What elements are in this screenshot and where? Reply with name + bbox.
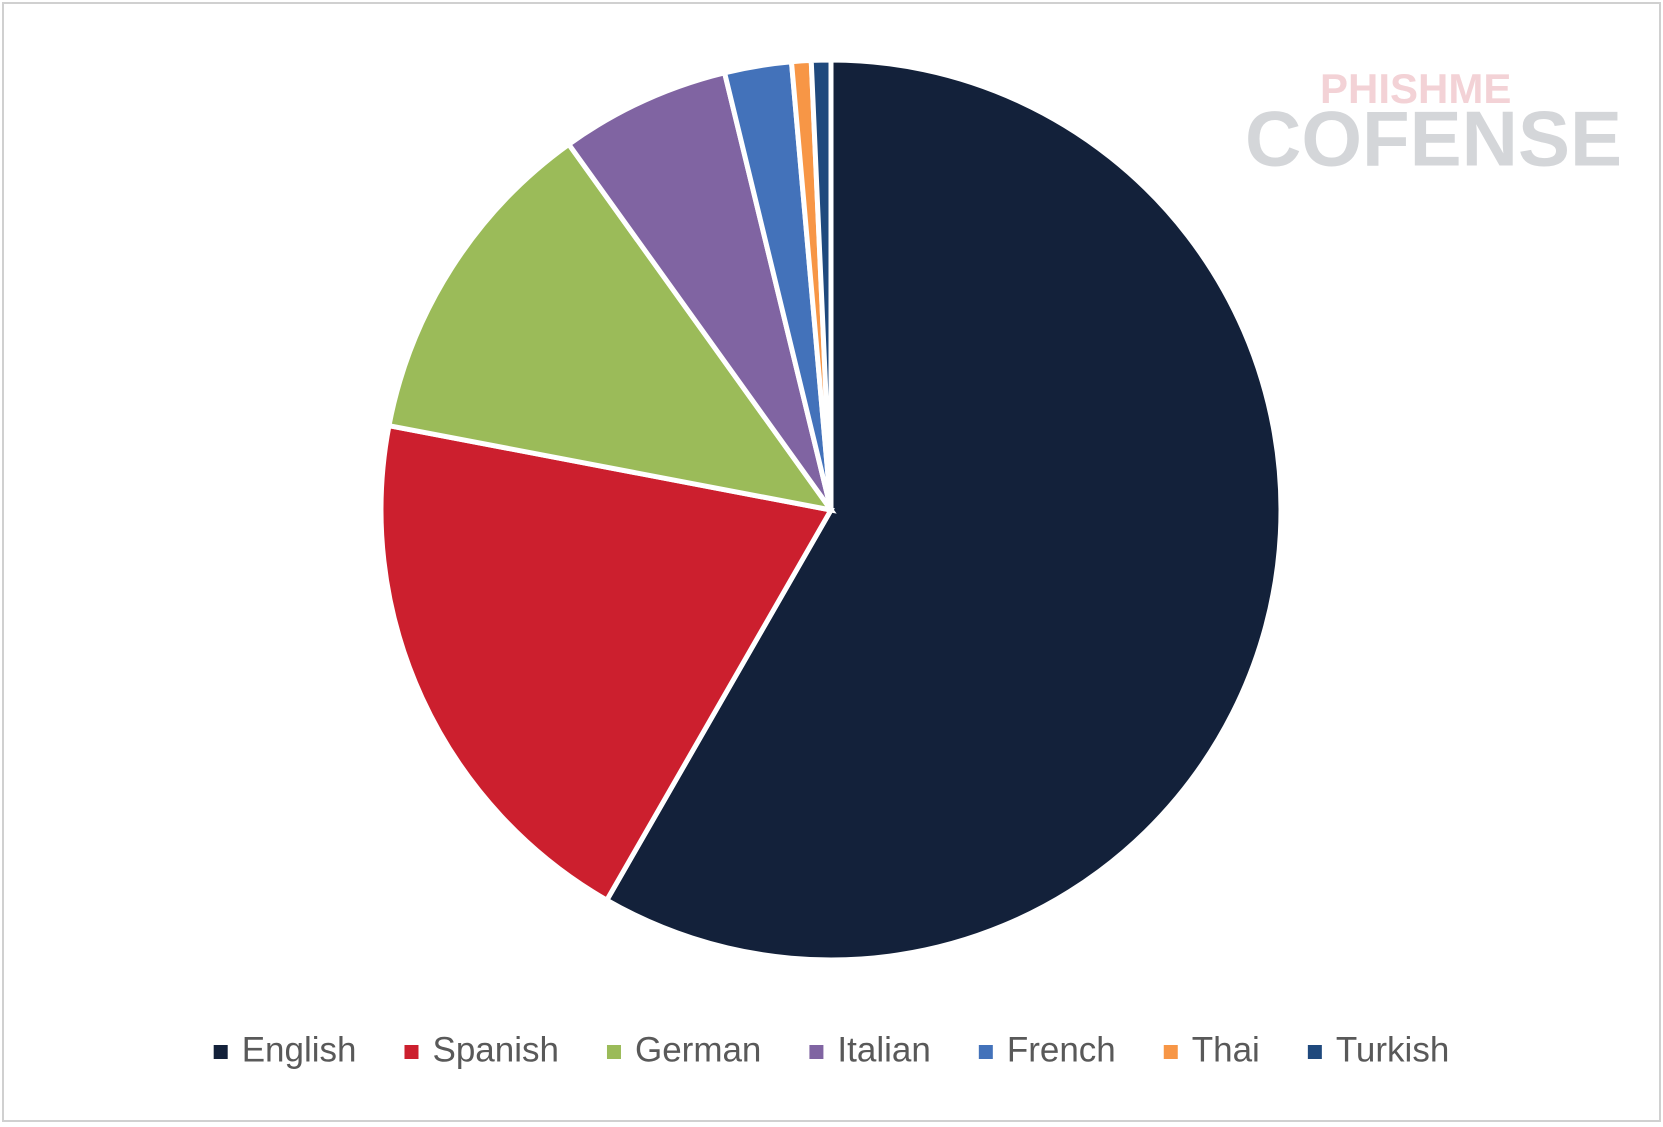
legend-swatch (606, 1045, 621, 1059)
legend-label: German (635, 1030, 761, 1069)
legend-swatch (213, 1045, 228, 1059)
legend-swatch (978, 1045, 993, 1059)
legend-label: Turkish (1336, 1030, 1449, 1069)
legend-label: English (242, 1030, 357, 1069)
legend-label: French (1007, 1030, 1116, 1069)
legend-label: Spanish (432, 1030, 558, 1069)
pie-slice (565, 69, 834, 512)
watermark-phishme: PHISHME (1320, 65, 1511, 112)
legend-swatch (809, 1045, 824, 1059)
pie-slice (378, 422, 835, 904)
legend-swatch (1307, 1045, 1322, 1059)
watermark-cofense: COFENSE (1245, 95, 1622, 183)
pie-slice (603, 57, 1284, 963)
legend-label: Thai (1192, 1030, 1260, 1069)
legend-swatch (1163, 1045, 1178, 1059)
pie-slice (386, 140, 837, 514)
pie-slice (808, 57, 834, 511)
legend-swatch (404, 1045, 419, 1059)
legend-label: Italian (837, 1030, 930, 1069)
